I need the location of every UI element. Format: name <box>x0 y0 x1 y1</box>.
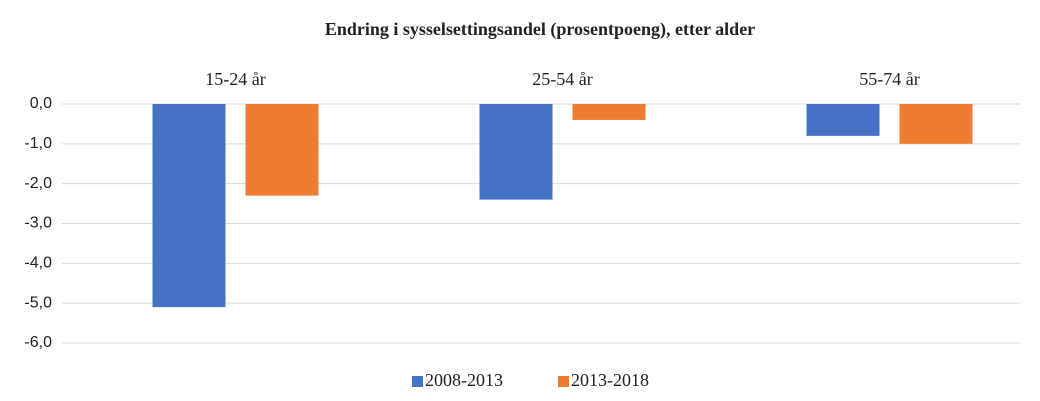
bar <box>806 104 880 136</box>
legend-label: 2008-2013 <box>425 370 503 390</box>
legend-label: 2013-2018 <box>571 370 649 390</box>
bar <box>245 104 319 196</box>
y-tick-label: -6,0 <box>24 334 52 351</box>
y-tick-label: 0,0 <box>30 95 52 112</box>
x-tick-label: 25-54 år <box>532 69 592 89</box>
y-tick-label: -3,0 <box>24 215 52 232</box>
y-tick-label: -5,0 <box>24 294 52 311</box>
bar <box>152 104 226 308</box>
legend-swatch <box>558 376 569 387</box>
y-tick-label: -1,0 <box>24 135 52 152</box>
y-tick-label: -4,0 <box>24 255 52 272</box>
x-tick-label: 55-74 år <box>859 69 919 89</box>
bar <box>479 104 553 200</box>
x-tick-label: 15-24 år <box>205 69 265 89</box>
chart-title: Endring i sysselsettingsandel (prosentpo… <box>325 19 755 40</box>
legend-swatch <box>412 376 423 387</box>
y-tick-label: -2,0 <box>24 175 52 192</box>
bar <box>899 104 973 144</box>
bar <box>572 104 646 120</box>
